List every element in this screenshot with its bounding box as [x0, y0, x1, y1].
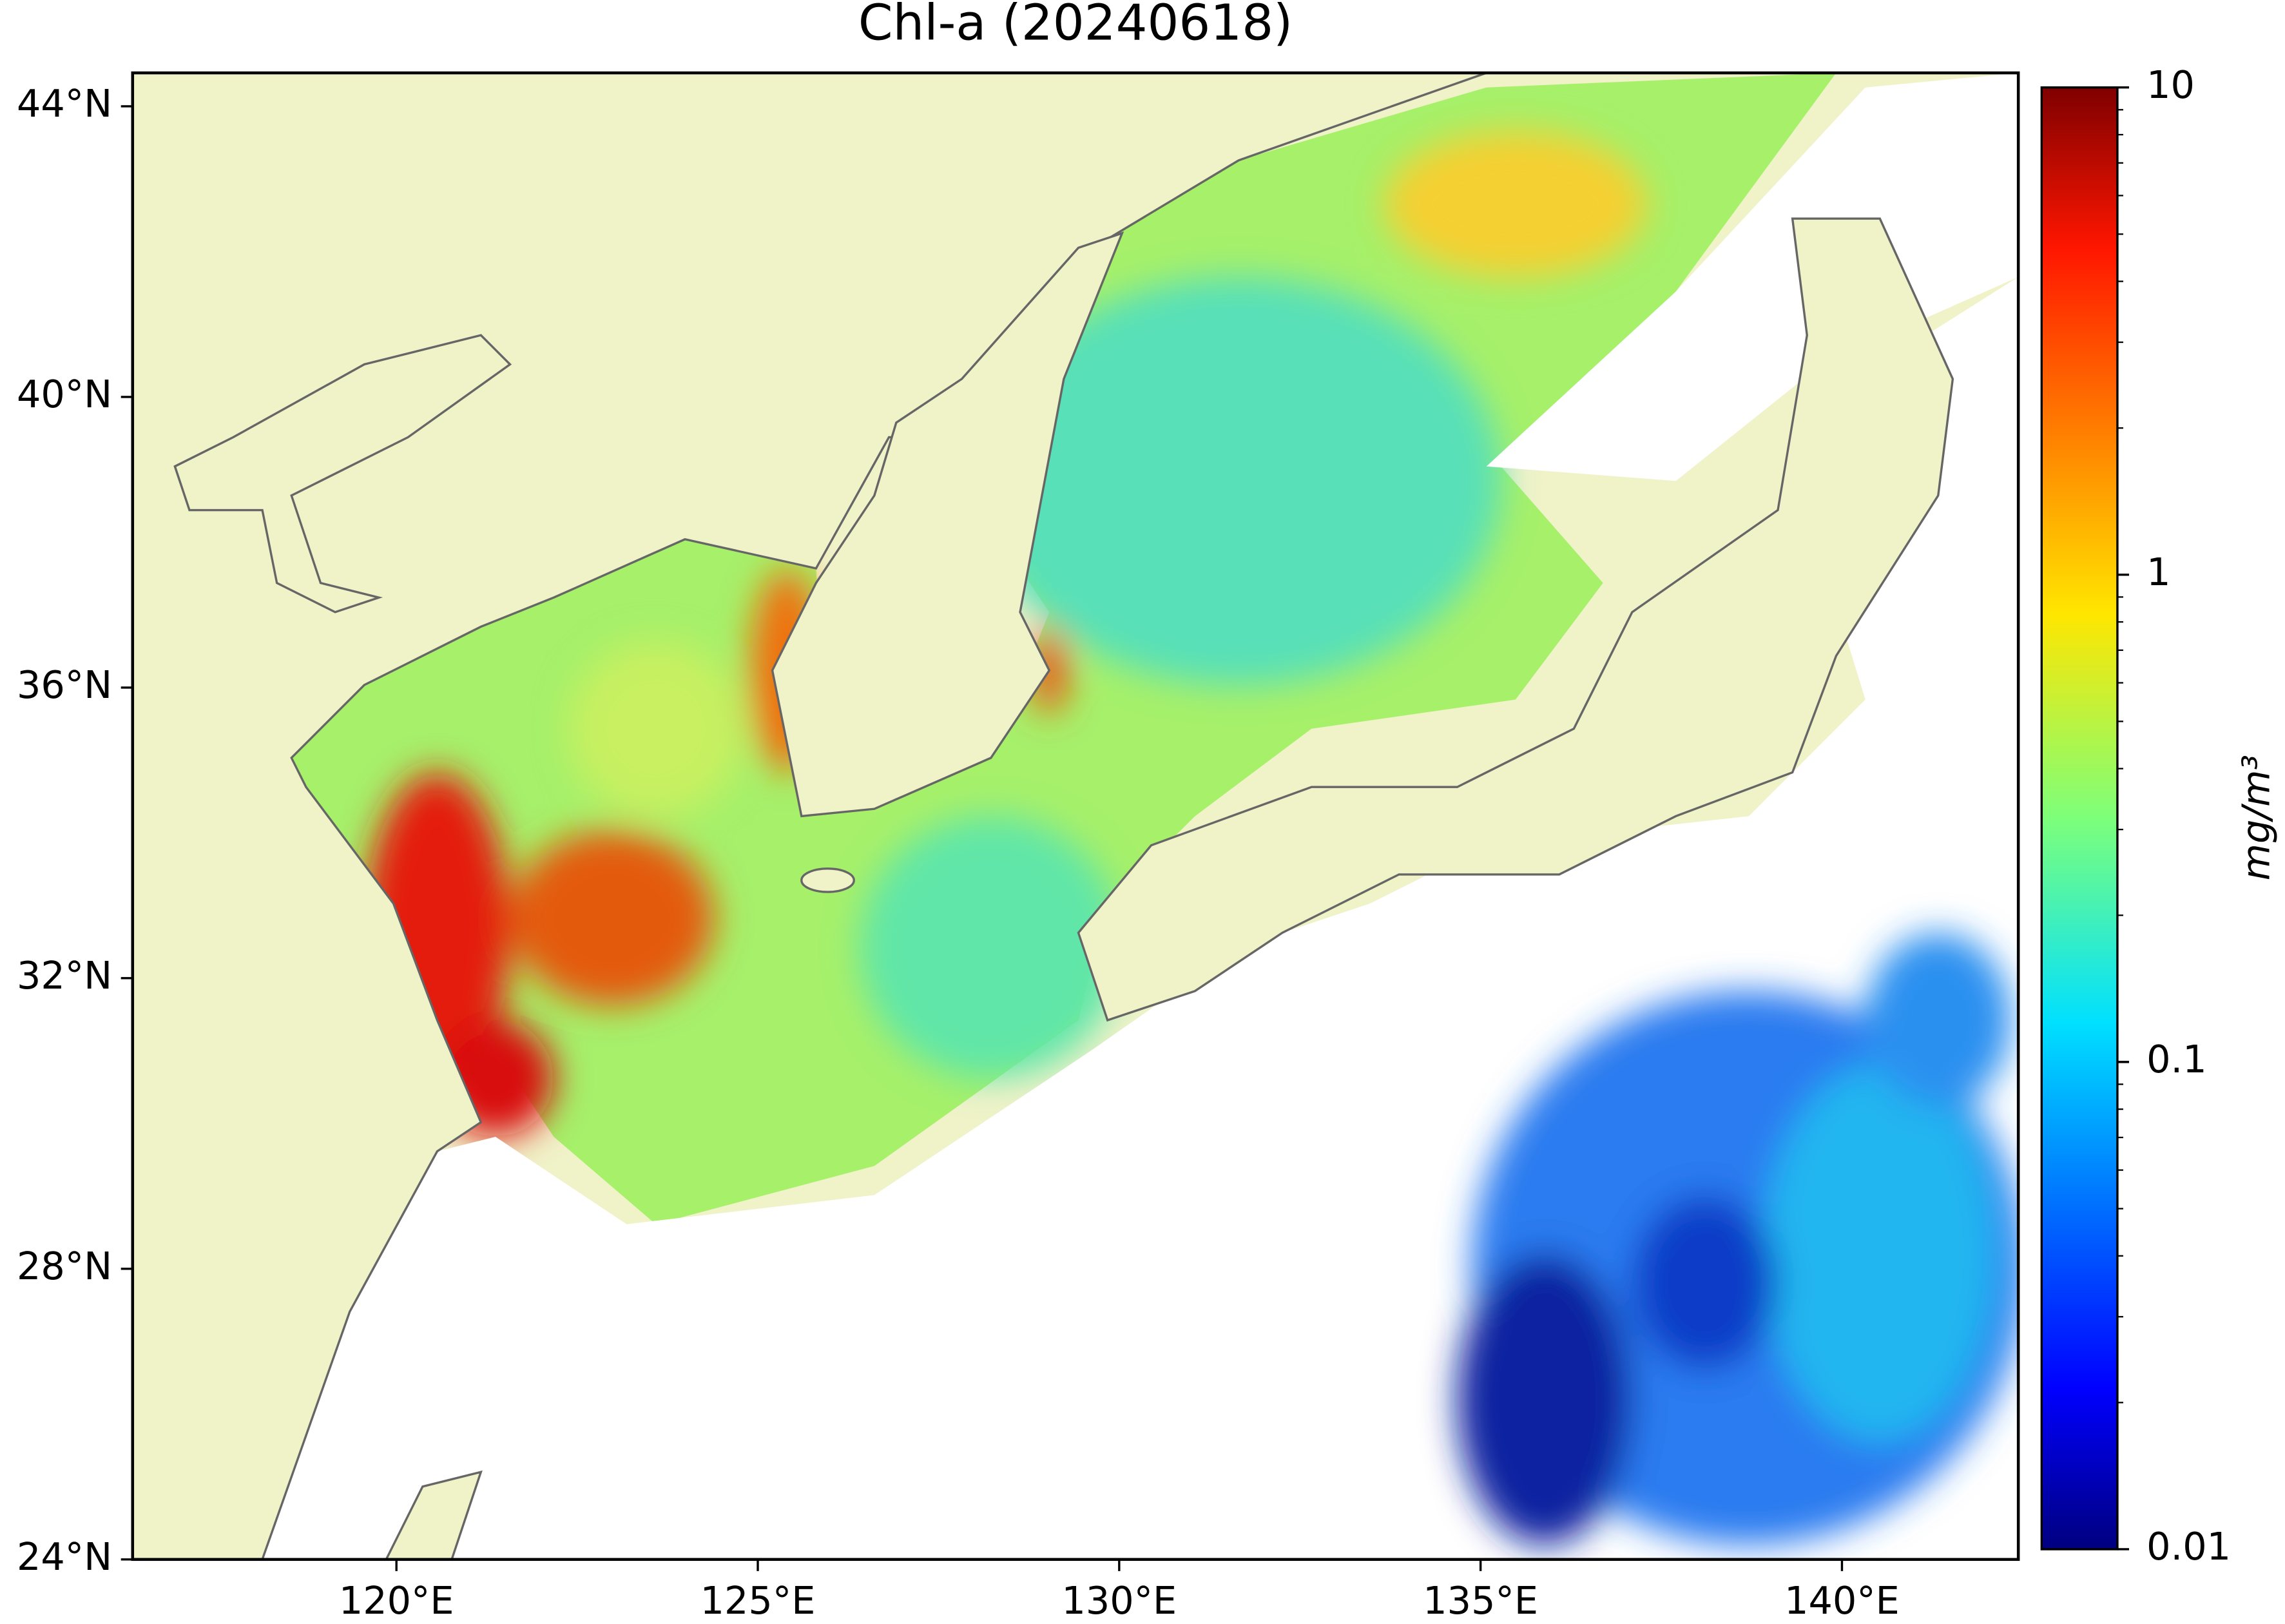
- colorbar-tick-label: 0.1: [2146, 1037, 2206, 1081]
- x-tick-label: 120°E: [339, 1578, 454, 1623]
- x-tick-label: 135°E: [1423, 1578, 1538, 1623]
- y-tick-label: 24°N: [17, 1534, 112, 1579]
- colorbar-tick-label: 10: [2146, 63, 2195, 107]
- y-tick-label: 28°N: [17, 1244, 112, 1288]
- map-frame: [131, 71, 2020, 1561]
- map-title: Chl-a (20240618): [858, 0, 1293, 52]
- colorbar-label: mg/m³: [2233, 755, 2278, 880]
- map-area: [132, 73, 2019, 1560]
- colorbar-tick-label: 0.01: [2146, 1524, 2231, 1569]
- y-tick-label: 32°N: [17, 953, 112, 998]
- x-tick-label: 125°E: [700, 1578, 816, 1623]
- colorbar-tick-label: 1: [2146, 550, 2170, 594]
- x-tick-label: 130°E: [1061, 1578, 1177, 1623]
- pacific-chl: [1457, 933, 2019, 1545]
- colorbar: [2040, 86, 2119, 1551]
- no-data: [1486, 73, 2019, 481]
- y-tick-label: 40°N: [17, 372, 112, 416]
- y-tick-label: 36°N: [17, 662, 112, 707]
- coastline: [132, 73, 1954, 1560]
- x-tick-label: 140°E: [1784, 1578, 1900, 1623]
- y-tick-label: 44°N: [17, 81, 112, 126]
